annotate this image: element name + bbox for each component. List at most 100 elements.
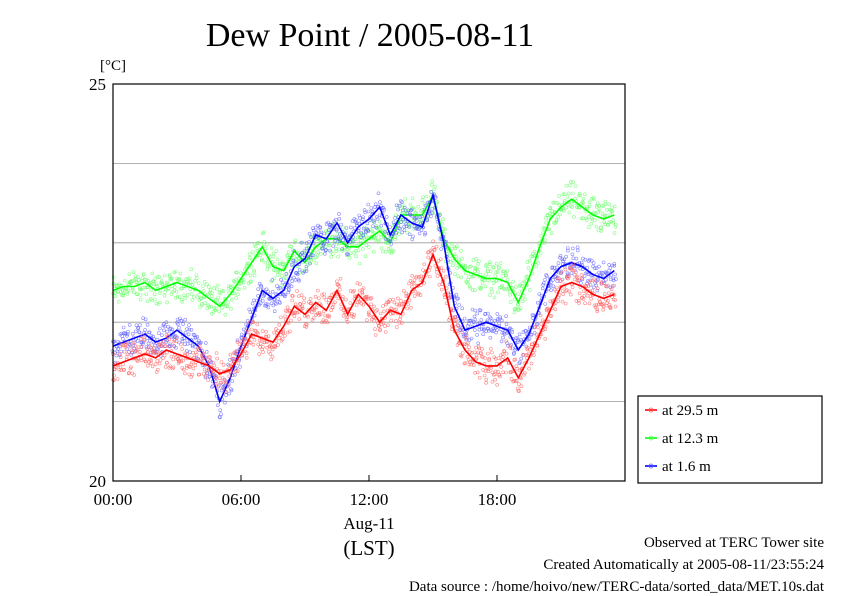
data-point bbox=[517, 382, 521, 386]
data-point bbox=[519, 356, 524, 361]
data-point bbox=[567, 210, 572, 215]
data-point bbox=[396, 296, 400, 301]
data-point bbox=[515, 366, 520, 371]
data-point bbox=[252, 268, 256, 273]
data-point bbox=[163, 290, 167, 294]
data-point bbox=[304, 267, 309, 271]
data-point bbox=[325, 239, 330, 244]
data-point bbox=[607, 220, 612, 225]
data-point bbox=[402, 224, 406, 229]
data-point bbox=[391, 249, 396, 253]
data-point bbox=[504, 314, 508, 319]
data-point bbox=[376, 324, 381, 329]
data-point bbox=[275, 273, 280, 277]
data-point bbox=[371, 218, 376, 223]
data-point bbox=[470, 274, 475, 279]
data-point bbox=[344, 297, 348, 302]
data-point bbox=[360, 217, 365, 221]
data-point bbox=[309, 301, 313, 306]
data-point bbox=[460, 351, 465, 355]
data-point bbox=[358, 282, 362, 287]
data-point bbox=[242, 278, 246, 282]
data-point bbox=[579, 281, 583, 285]
data-point bbox=[323, 248, 328, 253]
data-point bbox=[188, 341, 193, 346]
data-point bbox=[564, 183, 569, 188]
data-point bbox=[364, 243, 369, 247]
data-point bbox=[199, 340, 203, 345]
data-point bbox=[376, 240, 381, 244]
data-point bbox=[570, 285, 575, 289]
data-point bbox=[507, 289, 512, 294]
data-point bbox=[186, 332, 191, 337]
data-point bbox=[356, 248, 361, 252]
data-point bbox=[411, 234, 415, 239]
data-point bbox=[448, 254, 453, 258]
data-point bbox=[366, 202, 371, 207]
data-point bbox=[162, 339, 166, 344]
data-point bbox=[182, 293, 186, 298]
data-point bbox=[221, 362, 226, 367]
data-point bbox=[195, 334, 200, 339]
data-point bbox=[328, 296, 333, 300]
data-point bbox=[571, 262, 576, 266]
data-point bbox=[231, 356, 235, 361]
data-point bbox=[193, 344, 198, 349]
data-point bbox=[603, 202, 608, 207]
data-point bbox=[541, 281, 546, 285]
data-point bbox=[320, 246, 325, 251]
data-point bbox=[512, 310, 517, 315]
data-point bbox=[257, 352, 262, 356]
data-point bbox=[290, 279, 295, 284]
data-point bbox=[283, 333, 287, 338]
data-point bbox=[479, 351, 484, 355]
data-point bbox=[544, 220, 549, 225]
x-date-label: Aug-11 bbox=[343, 514, 394, 533]
data-point bbox=[406, 302, 411, 307]
data-point bbox=[209, 304, 214, 309]
data-point bbox=[491, 281, 496, 285]
data-point bbox=[270, 278, 275, 282]
data-point bbox=[250, 301, 255, 306]
data-point bbox=[534, 264, 539, 269]
data-point bbox=[266, 334, 271, 339]
data-point bbox=[311, 228, 316, 233]
data-point bbox=[246, 328, 250, 332]
data-point bbox=[426, 255, 431, 260]
data-point bbox=[505, 269, 510, 273]
data-point bbox=[146, 278, 151, 283]
data-point bbox=[153, 277, 158, 281]
data-point bbox=[578, 193, 583, 198]
data-point bbox=[612, 204, 617, 209]
data-point bbox=[373, 236, 378, 241]
data-point bbox=[372, 304, 376, 309]
data-point bbox=[162, 293, 167, 298]
data-point bbox=[486, 326, 491, 331]
data-point bbox=[288, 329, 292, 334]
data-point bbox=[456, 324, 461, 329]
data-point bbox=[360, 291, 365, 296]
legend-label: at 1.6 m bbox=[662, 459, 711, 475]
data-point bbox=[138, 297, 143, 302]
data-point bbox=[439, 247, 444, 251]
data-point bbox=[218, 415, 222, 420]
data-point bbox=[271, 254, 276, 259]
data-point bbox=[425, 218, 429, 223]
data-point bbox=[587, 200, 592, 205]
data-point bbox=[121, 337, 125, 341]
data-point bbox=[183, 317, 187, 322]
data-point bbox=[421, 195, 425, 200]
data-point bbox=[170, 276, 174, 281]
data-point bbox=[127, 323, 132, 327]
data-point bbox=[334, 249, 339, 253]
data-point bbox=[345, 320, 350, 324]
data-point bbox=[485, 267, 490, 271]
data-point bbox=[499, 318, 504, 323]
data-point bbox=[145, 299, 150, 304]
data-point bbox=[438, 237, 443, 241]
data-point bbox=[339, 222, 343, 227]
data-point bbox=[422, 262, 427, 267]
data-point bbox=[180, 286, 184, 291]
data-point bbox=[494, 261, 499, 266]
data-point bbox=[389, 242, 394, 246]
